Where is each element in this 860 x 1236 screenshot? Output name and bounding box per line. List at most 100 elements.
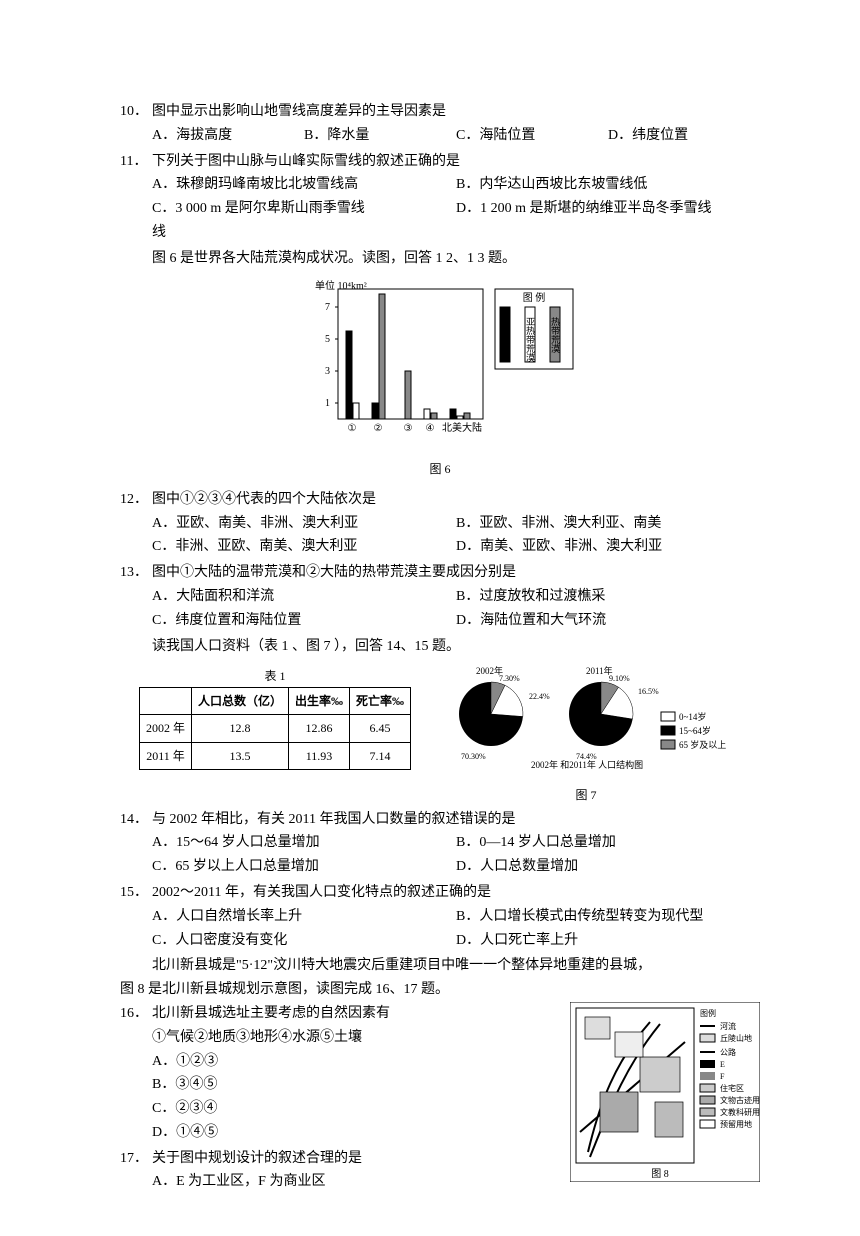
svg-text:北美大陆: 北美大陆 bbox=[442, 421, 482, 434]
q14-option-b: B．0—14 岁人口总量增加 bbox=[456, 831, 760, 855]
q12-option-c: C．非洲、亚欧、南美、澳大利亚 bbox=[152, 535, 456, 559]
svg-text:①: ① bbox=[348, 423, 357, 434]
cell: 7.14 bbox=[350, 742, 411, 769]
cell: 12.86 bbox=[289, 715, 350, 742]
svg-text:文物古迹用地: 文物古迹用地 bbox=[720, 1095, 760, 1105]
q10-option-d: D．纬度位置 bbox=[608, 124, 760, 148]
figure-7-caption: 图 7 bbox=[431, 785, 741, 805]
svg-text:单位 10⁴km²: 单位 10⁴km² bbox=[315, 279, 367, 292]
svg-text:住宅区: 住宅区 bbox=[720, 1083, 744, 1093]
q15-number: 15． bbox=[120, 881, 152, 905]
svg-text:②: ② bbox=[374, 423, 383, 434]
question-13: 13． 图中①大陆的温带荒漠和②大陆的热带荒漠主要成因分别是 A．大陆面积和洋流… bbox=[120, 561, 760, 632]
q11-number: 11． bbox=[120, 150, 152, 174]
svg-text:公路: 公路 bbox=[720, 1047, 736, 1057]
q11-tail: 线 bbox=[152, 221, 760, 245]
question-10: 10． 图中显示出影响山地雪线高度差异的主导因素是 A．海拔高度 B．降水量 C… bbox=[120, 100, 760, 148]
svg-text:河流: 河流 bbox=[720, 1021, 736, 1031]
svg-text:7.30%: 7.30% bbox=[499, 674, 520, 683]
th-pop: 人口总数（亿） bbox=[191, 687, 288, 714]
svg-text:0~14岁: 0~14岁 bbox=[679, 711, 706, 722]
cell: 2002 年 bbox=[139, 715, 191, 742]
figure-6-chart: 1 3 5 7 单位 10⁴km² ① ② ③ ④ 北美大陆 图 例 bbox=[300, 279, 580, 449]
q15-text: 2002～2011 年，有关我国人口变化特点的叙述正确的是 bbox=[152, 881, 760, 905]
svg-text:预留用地: 预留用地 bbox=[720, 1119, 752, 1129]
svg-text:2002年 和2011年 人口结构图: 2002年 和2011年 人口结构图 bbox=[531, 759, 643, 770]
figure-8-map: 图例 河流 丘陵山地 公路 E F 住宅区 文物古迹用地 文教科研用地 预留用地… bbox=[570, 1002, 760, 1182]
table1-fig7-row: 表 1 人口总数（亿） 出生率‰ 死亡率‰ 2002 年 12.8 12.86 … bbox=[120, 664, 760, 805]
svg-text:1: 1 bbox=[325, 398, 330, 409]
q14-number: 14． bbox=[120, 808, 152, 832]
table-row: 2011 年 13.5 11.93 7.14 bbox=[139, 742, 410, 769]
svg-text:7: 7 bbox=[325, 302, 330, 313]
q17-text: 关于图中规划设计的叙述合理的是 bbox=[152, 1147, 560, 1171]
q12-number: 12． bbox=[120, 488, 152, 512]
cell: 11.93 bbox=[289, 742, 350, 769]
q13-option-c: C．纬度位置和海陆位置 bbox=[152, 609, 456, 633]
q10-number: 10． bbox=[120, 100, 152, 124]
svg-text:65 岁及以上: 65 岁及以上 bbox=[679, 739, 726, 750]
svg-text:5: 5 bbox=[325, 334, 330, 345]
svg-text:16.5%: 16.5% bbox=[638, 687, 659, 696]
table-1-wrap: 表 1 人口总数（亿） 出生率‰ 死亡率‰ 2002 年 12.8 12.86 … bbox=[139, 664, 411, 770]
table-1-caption: 表 1 bbox=[139, 666, 411, 686]
q14-option-a: A．15～64 岁人口总量增加 bbox=[152, 831, 456, 855]
figure-6: 1 3 5 7 单位 10⁴km² ① ② ③ ④ 北美大陆 图 例 bbox=[120, 279, 760, 480]
figure-7-chart: 2002年 7.30% 22.4% 70.30% 2011年 9.10% 16.… bbox=[431, 664, 741, 774]
table-1: 人口总数（亿） 出生率‰ 死亡率‰ 2002 年 12.8 12.86 6.45… bbox=[139, 687, 411, 770]
figure-8: 图例 河流 丘陵山地 公路 E F 住宅区 文物古迹用地 文教科研用地 预留用地… bbox=[570, 1002, 760, 1191]
svg-text:图 8: 图 8 bbox=[651, 1168, 669, 1180]
svg-text:9.10%: 9.10% bbox=[609, 674, 630, 683]
figure-6-caption: 图 6 bbox=[120, 459, 760, 479]
svg-text:E: E bbox=[720, 1060, 725, 1069]
svg-text:温带荒漠: 温带荒漠 bbox=[500, 316, 510, 353]
q12-option-a: A．亚欧、南美、非洲、澳大利亚 bbox=[152, 512, 456, 536]
th-death: 死亡率‰ bbox=[350, 687, 411, 714]
q15-option-d: D．人口死亡率上升 bbox=[456, 929, 760, 953]
q10-option-a: A．海拔高度 bbox=[152, 124, 304, 148]
th-blank bbox=[139, 687, 191, 714]
q12-text: 图中①②③④代表的四个大陆依次是 bbox=[152, 488, 760, 512]
q16-number: 16． bbox=[120, 1002, 152, 1026]
th-birth: 出生率‰ bbox=[289, 687, 350, 714]
q15-option-b: B．人口增长模式由传统型转变为现代型 bbox=[456, 905, 760, 929]
svg-text:图 例: 图 例 bbox=[523, 291, 546, 304]
intro-16-17b: 图 8 是北川新县城规划示意图，读图完成 16、17 题。 bbox=[120, 978, 760, 1002]
svg-text:70.30%: 70.30% bbox=[461, 752, 486, 761]
cell: 13.5 bbox=[191, 742, 288, 769]
svg-text:22.4%: 22.4% bbox=[529, 692, 550, 701]
figure-7: 2002年 7.30% 22.4% 70.30% 2011年 9.10% 16.… bbox=[431, 664, 741, 805]
question-11: 11． 下列关于图中山脉与山峰实际雪线的叙述正确的是 A．珠穆朗玛峰南坡比北坡雪… bbox=[120, 150, 760, 245]
table-row: 人口总数（亿） 出生率‰ 死亡率‰ bbox=[139, 687, 410, 714]
q12-option-b: B．亚欧、非洲、澳大利亚、南美 bbox=[456, 512, 760, 536]
q12-option-d: D．南美、亚欧、非洲、澳大利亚 bbox=[456, 535, 760, 559]
q13-option-a: A．大陆面积和洋流 bbox=[152, 585, 456, 609]
svg-text:④: ④ bbox=[426, 423, 435, 434]
cell: 12.8 bbox=[191, 715, 288, 742]
question-15: 15． 2002～2011 年，有关我国人口变化特点的叙述正确的是 A．人口自然… bbox=[120, 881, 760, 952]
q11-option-d: D．1 200 m 是斯堪的纳维亚半岛冬季雪线 bbox=[456, 197, 760, 221]
q10-option-c: C．海陆位置 bbox=[456, 124, 608, 148]
q13-number: 13． bbox=[120, 561, 152, 585]
q10-option-b: B．降水量 bbox=[304, 124, 456, 148]
cell: 6.45 bbox=[350, 715, 411, 742]
svg-text:F: F bbox=[720, 1072, 725, 1081]
cell: 2011 年 bbox=[139, 742, 191, 769]
question-14: 14． 与 2002 年相比，有关 2011 年我国人口数量的叙述错误的是 A．… bbox=[120, 808, 760, 879]
intro-12-13: 图 6 是世界各大陆荒漠构成状况。读图，回答 1 2、1 3 题。 bbox=[152, 247, 760, 271]
q16-text: 北川新县城选址主要考虑的自然因素有 bbox=[152, 1002, 560, 1026]
q11-option-b: B．内华达山西坡比东坡雪线低 bbox=[456, 173, 760, 197]
q15-option-c: C．人口密度没有变化 bbox=[152, 929, 456, 953]
q14-option-d: D．人口总数量增加 bbox=[456, 855, 760, 879]
intro-16-17a: 北川新县城是"5·12"汶川特大地震灾后重建项目中唯一一个整体异地重建的县城， bbox=[152, 954, 760, 978]
q14-option-c: C．65 岁以上人口总量增加 bbox=[152, 855, 456, 879]
svg-text:丘陵山地: 丘陵山地 bbox=[720, 1033, 752, 1043]
table-row: 2002 年 12.8 12.86 6.45 bbox=[139, 715, 410, 742]
svg-text:亚热带荒漠: 亚热带荒漠 bbox=[525, 316, 535, 362]
q11-option-a: A．珠穆朗玛峰南坡比北坡雪线高 bbox=[152, 173, 456, 197]
svg-text:15~64岁: 15~64岁 bbox=[679, 725, 711, 736]
svg-text:热带荒漠: 热带荒漠 bbox=[550, 315, 560, 353]
q11-option-c: C．3 000 m 是阿尔卑斯山雨季雪线 bbox=[152, 197, 456, 221]
svg-text:3: 3 bbox=[325, 366, 330, 377]
svg-text:图例: 图例 bbox=[700, 1008, 716, 1018]
